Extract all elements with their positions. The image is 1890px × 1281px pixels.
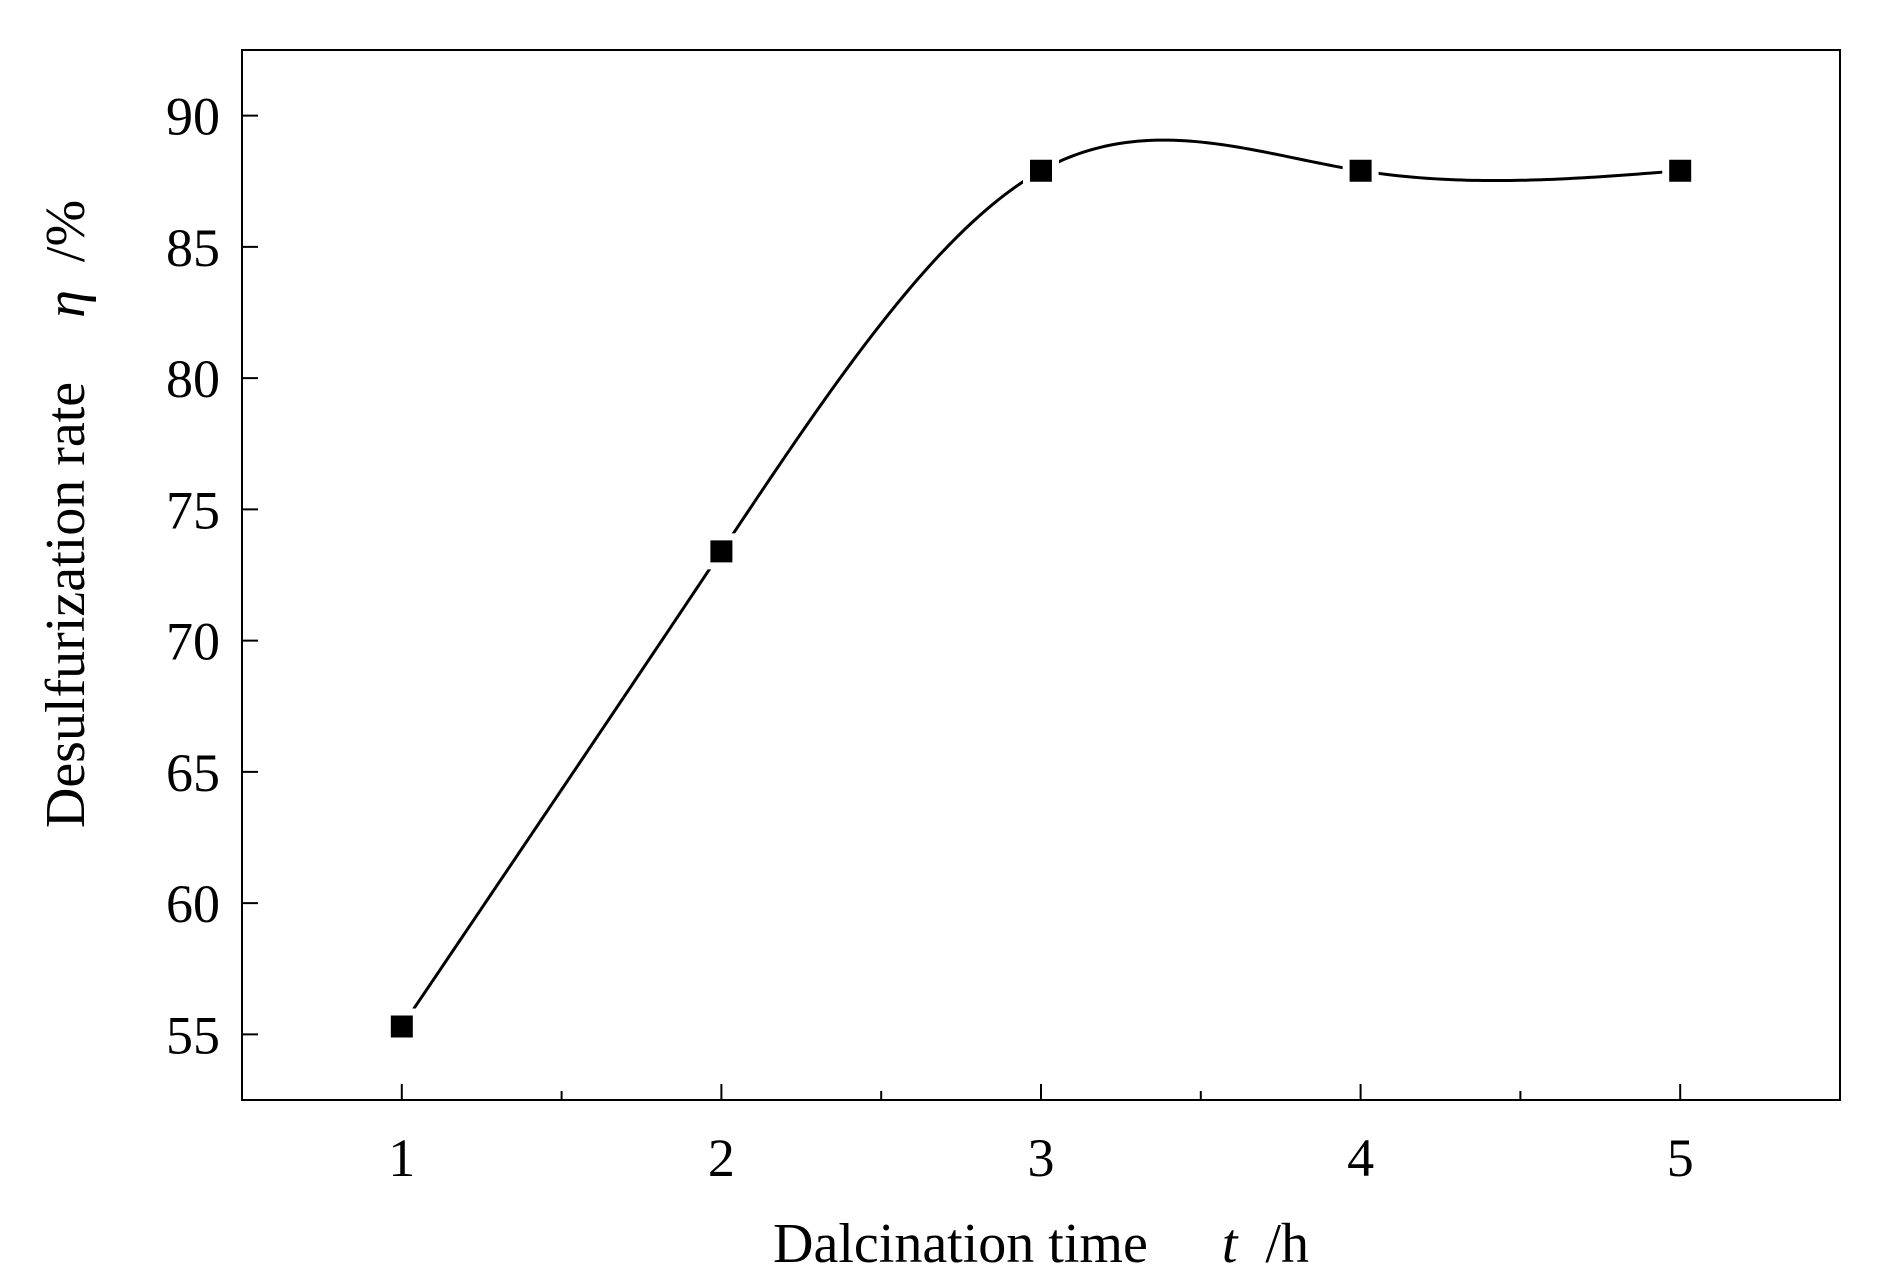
x-axis-title: Dalcination time t /h [773,1213,1309,1275]
y-tick-label: 85 [166,218,220,278]
data-point [1349,159,1372,182]
data-point [1030,159,1052,182]
y-axis-title-symbol: η [35,290,97,318]
y-tick-label: 65 [166,743,220,803]
y-tick-label: 70 [166,612,220,672]
x-axis-title-symbol: t [1222,1213,1239,1275]
x-axis: 1 2 3 4 5 [388,1084,1694,1188]
x-tick-label: 5 [1667,1128,1694,1188]
x-tick-label: 4 [1347,1128,1374,1188]
series-line [400,138,1681,1028]
y-axis-title-unit: /% [35,200,97,262]
x-axis-title-unit: /h [1265,1213,1309,1275]
y-axis-title-text: Desulfurization rate [35,382,97,828]
x-tick-label: 1 [388,1128,415,1188]
y-tick-label: 75 [166,480,220,540]
data-point [710,540,733,563]
y-axis-title: Desulfurization rate η /% [35,200,97,828]
data-point [1669,159,1692,182]
y-tick-label: 80 [166,349,220,409]
y-axis: 55 60 65 70 75 80 85 90 [166,87,258,1065]
y-tick-label: 60 [166,874,220,934]
y-tick-label: 90 [166,87,220,147]
x-tick-label: 2 [708,1128,735,1188]
plot-frame [241,49,1841,1101]
x-tick-label: 3 [1028,1128,1055,1188]
series-layer [383,138,1699,1045]
x-axis-title-text: Dalcination time [773,1213,1148,1275]
y-tick-label: 55 [166,1005,220,1065]
data-point [390,1015,413,1038]
